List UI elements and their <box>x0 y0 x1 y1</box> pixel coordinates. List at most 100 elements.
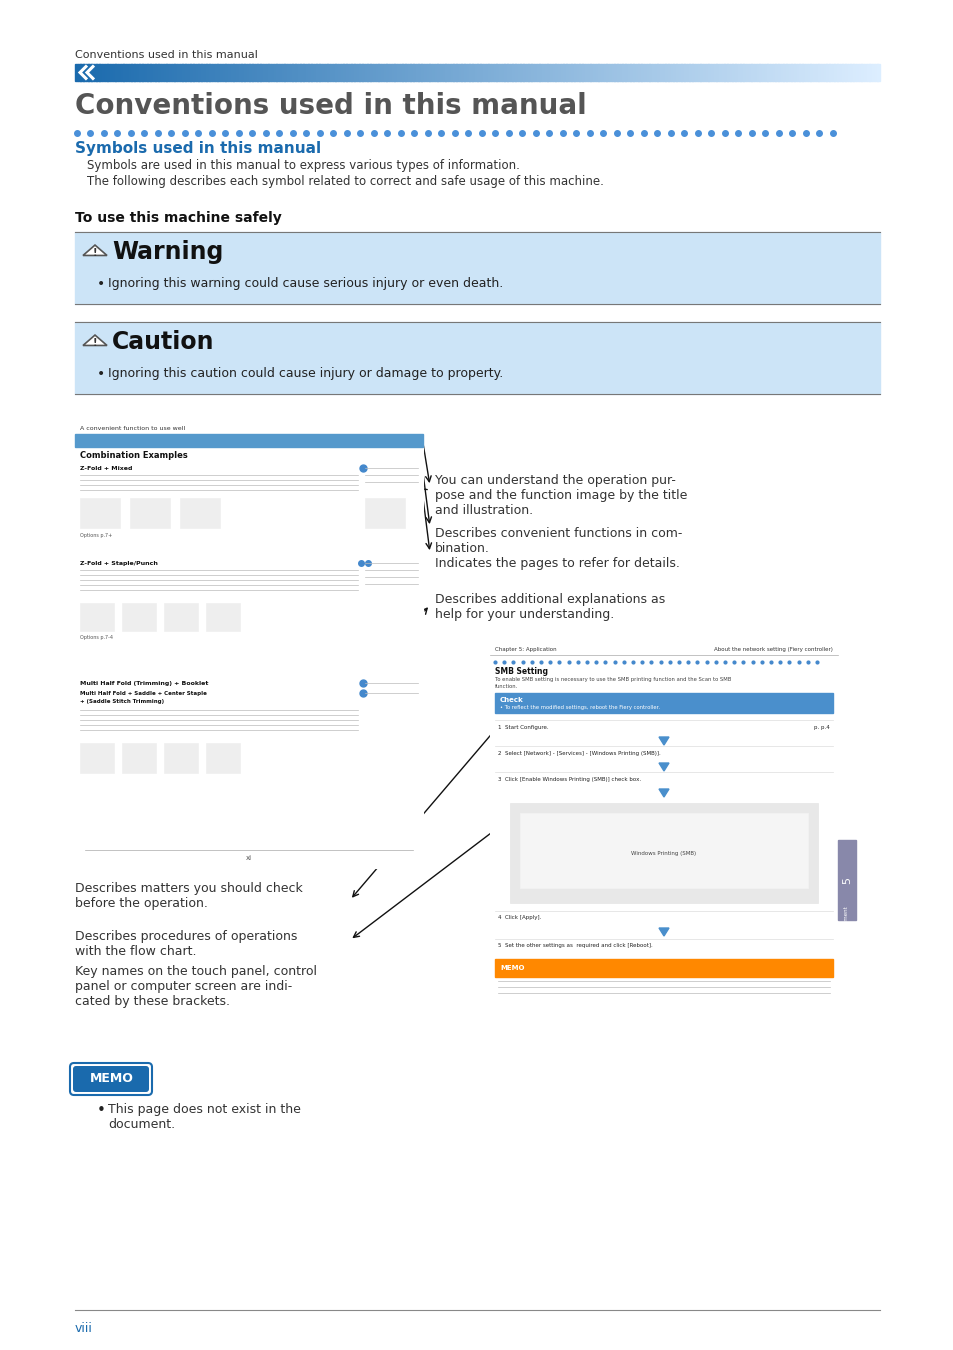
Text: The following describes each symbol related to correct and safe usage of this ma: The following describes each symbol rela… <box>87 174 603 188</box>
Bar <box>75 418 422 868</box>
Bar <box>694 63 698 81</box>
Bar <box>231 63 233 81</box>
Bar <box>330 63 333 81</box>
Polygon shape <box>659 927 668 936</box>
Text: Options p.7+: Options p.7+ <box>80 532 112 537</box>
Text: Windows Printing (SMB): Windows Printing (SMB) <box>631 850 696 856</box>
Bar <box>584 63 587 81</box>
Bar <box>346 63 349 81</box>
Bar <box>520 63 523 81</box>
Bar <box>837 840 855 919</box>
Bar <box>723 63 727 81</box>
Bar <box>608 63 612 81</box>
Bar <box>495 958 832 977</box>
Bar <box>152 63 156 81</box>
Bar <box>308 63 312 81</box>
Bar <box>804 63 807 81</box>
Bar <box>249 63 253 81</box>
Bar <box>402 63 405 81</box>
Bar <box>99 63 102 81</box>
Text: Z-Fold + Staple/Punch: Z-Fold + Staple/Punch <box>80 560 157 566</box>
Bar <box>300 63 303 81</box>
Bar <box>238 63 242 81</box>
Polygon shape <box>659 763 668 771</box>
Bar <box>861 63 863 81</box>
Bar <box>775 63 778 81</box>
Bar <box>667 63 671 81</box>
Bar <box>488 63 491 81</box>
Bar <box>139 63 142 81</box>
Bar <box>150 63 153 81</box>
Bar <box>386 63 389 81</box>
Text: Key names on the touch panel, control
panel or computer screen are indi-
cated b: Key names on the touch panel, control pa… <box>75 965 316 1008</box>
Bar <box>209 63 213 81</box>
Text: Indicates the pages to refer for details.: Indicates the pages to refer for details… <box>435 558 679 570</box>
Bar <box>91 63 94 81</box>
Bar <box>828 63 831 81</box>
Bar <box>750 63 754 81</box>
Bar <box>163 63 167 81</box>
Bar <box>356 63 359 81</box>
Text: Conventions used in this manual: Conventions used in this manual <box>75 50 257 59</box>
Bar <box>292 63 295 81</box>
Text: A convenient function to use well: A convenient function to use well <box>80 425 185 431</box>
Bar <box>737 63 740 81</box>
Bar <box>844 63 847 81</box>
Bar <box>831 63 834 81</box>
Bar <box>490 640 837 1015</box>
Bar <box>458 63 461 81</box>
Text: viii: viii <box>75 1322 92 1335</box>
Bar <box>742 63 745 81</box>
Bar <box>377 63 381 81</box>
Bar <box>420 63 424 81</box>
Bar <box>547 63 550 81</box>
Text: Symbols used in this manual: Symbols used in this manual <box>75 142 321 157</box>
Bar <box>142 63 145 81</box>
Bar <box>418 63 421 81</box>
Text: 5: 5 <box>841 876 851 883</box>
Bar <box>463 63 467 81</box>
Bar <box>868 63 872 81</box>
Bar <box>509 63 513 81</box>
Bar <box>778 63 781 81</box>
Text: xi: xi <box>246 855 252 861</box>
Bar <box>439 63 442 81</box>
Bar <box>729 63 732 81</box>
Text: Describes additional explanations as
help for your understanding.: Describes additional explanations as hel… <box>435 593 664 621</box>
Text: 2  Select [Network] - [Services] - [Windows Printing (SMB)].: 2 Select [Network] - [Services] - [Windo… <box>497 751 660 756</box>
Text: This page does not exist in the
document.: This page does not exist in the document… <box>108 1103 300 1131</box>
Bar <box>469 63 472 81</box>
Bar <box>80 743 113 774</box>
Bar <box>83 63 86 81</box>
Bar <box>426 63 429 81</box>
Bar <box>700 63 702 81</box>
Text: • To reflect the modified settings, reboot the Fiery controller.: • To reflect the modified settings, rebo… <box>499 706 659 710</box>
Bar <box>477 63 480 81</box>
Bar <box>627 63 630 81</box>
Bar <box>201 63 204 81</box>
Bar <box>670 63 673 81</box>
Bar <box>164 743 198 774</box>
Bar <box>290 63 293 81</box>
Bar <box>735 63 738 81</box>
Bar <box>324 63 328 81</box>
Bar <box>271 63 274 81</box>
Bar <box>720 63 724 81</box>
Text: function.: function. <box>495 684 517 690</box>
Bar <box>555 63 558 81</box>
Bar <box>133 63 137 81</box>
Bar <box>692 63 695 81</box>
Bar <box>314 63 316 81</box>
Bar <box>75 323 879 394</box>
Text: To enable SMB setting is necessary to use the SMB printing function and the Scan: To enable SMB setting is necessary to us… <box>495 678 731 683</box>
Bar <box>710 63 714 81</box>
Bar <box>858 63 861 81</box>
Bar <box>748 63 751 81</box>
Bar <box>531 63 534 81</box>
Bar <box>716 63 719 81</box>
Bar <box>75 433 422 447</box>
Bar <box>244 63 247 81</box>
Bar <box>337 63 341 81</box>
Bar <box>265 63 269 81</box>
Bar <box>719 63 721 81</box>
